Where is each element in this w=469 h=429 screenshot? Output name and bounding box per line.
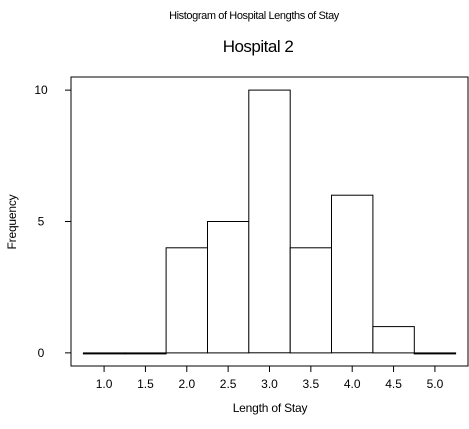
histogram-bars (82, 89, 457, 355)
chart-suptitle: Histogram of Hospital Lengths of Stay (169, 10, 340, 22)
y-tick-label: 5 (38, 215, 45, 229)
histogram-bar (289, 247, 333, 354)
y-axis-label: Frequency (5, 194, 19, 249)
x-tick-label: 4.5 (385, 377, 402, 391)
histogram-bar (413, 352, 457, 355)
x-tick-label: 1.5 (137, 377, 154, 391)
x-axis-label: Length of Stay (233, 401, 308, 415)
x-axis: 1.0 1.5 2.0 2.5 3.0 3.5 4.0 4.5 5.0 (96, 366, 444, 391)
x-tick-label: 1.0 (96, 377, 113, 391)
x-tick-label: 3.0 (261, 377, 278, 391)
histogram-bar (372, 326, 415, 354)
x-tick-label: 5.0 (427, 377, 444, 391)
histogram-bar (82, 352, 126, 355)
x-tick-label: 2.5 (220, 377, 237, 391)
y-tick-label: 0 (38, 346, 45, 360)
chart-title: Hospital 2 (223, 37, 294, 56)
histogram-bar (165, 247, 209, 354)
y-axis: 0 5 10 (34, 83, 71, 360)
histogram-bar (331, 194, 374, 354)
y-tick-label: 10 (34, 83, 48, 97)
histogram-bar (124, 352, 167, 355)
histogram-bar (248, 89, 291, 354)
x-tick-label: 2.0 (178, 377, 195, 391)
histogram-bar (207, 221, 250, 354)
x-tick-label: 3.5 (303, 377, 320, 391)
x-tick-label: 4.0 (344, 377, 361, 391)
